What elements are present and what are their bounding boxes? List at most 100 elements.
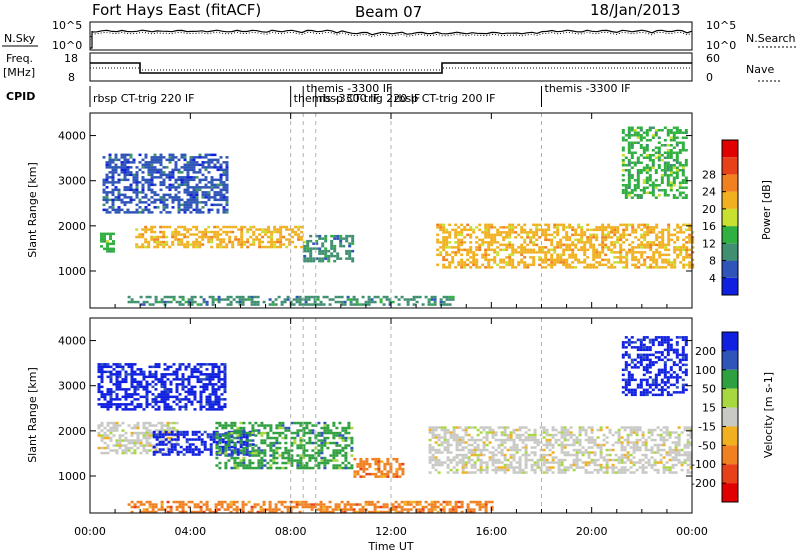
- echo-cell: [336, 257, 339, 260]
- echo-cell: [329, 298, 332, 301]
- echo-cell: [155, 301, 158, 304]
- echo-cell: [462, 459, 465, 462]
- echo-cell: [172, 159, 175, 162]
- echo-cell: [532, 259, 535, 262]
- echo-cell: [113, 383, 116, 386]
- echo-cell: [537, 459, 540, 462]
- echo-cell: [579, 434, 582, 437]
- echo-cell: [193, 176, 196, 179]
- echo-cell: [234, 226, 237, 229]
- echo-cell: [652, 381, 655, 384]
- echo-cell: [628, 384, 631, 387]
- echo-cell: [492, 469, 495, 472]
- echo-cell: [447, 464, 450, 467]
- echo-cell: [505, 226, 508, 229]
- echo-cell: [525, 456, 528, 459]
- echo-cell: [450, 469, 453, 472]
- echo-cell: [223, 194, 226, 197]
- echo-cell: [217, 184, 220, 187]
- echo-cell: [514, 236, 517, 239]
- echo-cell: [637, 349, 640, 352]
- echo-cell: [628, 371, 631, 374]
- echo-cell: [272, 457, 275, 460]
- echo-cell: [682, 246, 685, 249]
- echo-cell: [528, 439, 531, 442]
- echo-cell: [594, 439, 597, 442]
- echo-cell: [107, 437, 110, 440]
- echo-cell: [243, 436, 246, 439]
- echo-cell: [640, 169, 643, 172]
- echo-cell: [263, 424, 266, 427]
- echo-cell: [597, 459, 600, 462]
- echo-cell: [613, 231, 616, 234]
- echo-cell: [532, 231, 535, 234]
- echo-cell: [184, 176, 187, 179]
- echo-cell: [115, 181, 118, 184]
- echo-cell: [613, 256, 616, 259]
- echo-cell: [249, 228, 252, 231]
- echo-cell: [115, 164, 118, 167]
- echo-cell: [146, 381, 149, 384]
- echo-cell: [159, 226, 162, 229]
- echo-cell: [616, 256, 619, 259]
- echo-cell: [222, 226, 225, 229]
- echo-cell: [640, 256, 643, 259]
- echo-cell: [445, 244, 448, 247]
- echo-cell: [164, 388, 167, 391]
- echo-cell: [215, 427, 218, 430]
- echo-cell: [682, 182, 685, 185]
- echo-cell: [196, 189, 199, 192]
- echo-cell: [183, 431, 186, 434]
- echo-cell: [621, 441, 624, 444]
- echo-cell: [534, 436, 537, 439]
- echo-cell: [646, 371, 649, 374]
- echo-cell: [517, 234, 520, 237]
- echo-cell: [125, 398, 128, 401]
- echo-cell: [278, 296, 281, 299]
- echo-cell: [531, 451, 534, 454]
- echo-cell: [544, 246, 547, 249]
- echo-cell: [660, 461, 663, 464]
- echo-cell: [652, 241, 655, 244]
- echo-cell: [568, 226, 571, 229]
- echo-cell: [188, 298, 191, 301]
- echo-cell: [323, 427, 326, 430]
- echo-cell: [628, 179, 631, 182]
- echo-cell: [472, 261, 475, 264]
- echo-cell: [208, 171, 211, 174]
- echo-cell: [534, 469, 537, 472]
- echo-cell: [106, 164, 109, 167]
- echo-cell: [101, 396, 104, 399]
- echo-cell: [107, 444, 110, 447]
- echo-cell: [194, 391, 197, 394]
- echo-cell: [224, 371, 227, 374]
- echo-cell: [441, 429, 444, 432]
- echo-cell: [121, 169, 124, 172]
- echo-cell: [251, 449, 254, 452]
- echo-cell: [284, 429, 287, 432]
- echo-cell: [618, 469, 621, 472]
- echo-cell: [666, 466, 669, 469]
- echo-cell: [588, 446, 591, 449]
- echo-cell: [637, 244, 640, 247]
- echo-cell: [329, 442, 332, 445]
- echo-cell: [106, 194, 109, 197]
- echo-cell: [447, 466, 450, 469]
- echo-cell: [180, 238, 183, 241]
- echo-cell: [432, 459, 435, 462]
- echo-cell: [161, 381, 164, 384]
- echo-cell: [121, 201, 124, 204]
- echo-cell: [446, 296, 449, 299]
- echo-cell: [178, 184, 181, 187]
- echo-cell: [558, 431, 561, 434]
- echo-cell: [606, 464, 609, 467]
- echo-cell: [195, 446, 198, 449]
- echo-cell: [618, 434, 621, 437]
- echo-cell: [640, 194, 643, 197]
- echo-cell: [284, 457, 287, 460]
- echo-cell: [457, 234, 460, 237]
- echo-cell: [631, 134, 634, 137]
- echo-cell: [299, 447, 302, 450]
- echo-cell: [284, 442, 287, 445]
- echo-cell: [675, 444, 678, 447]
